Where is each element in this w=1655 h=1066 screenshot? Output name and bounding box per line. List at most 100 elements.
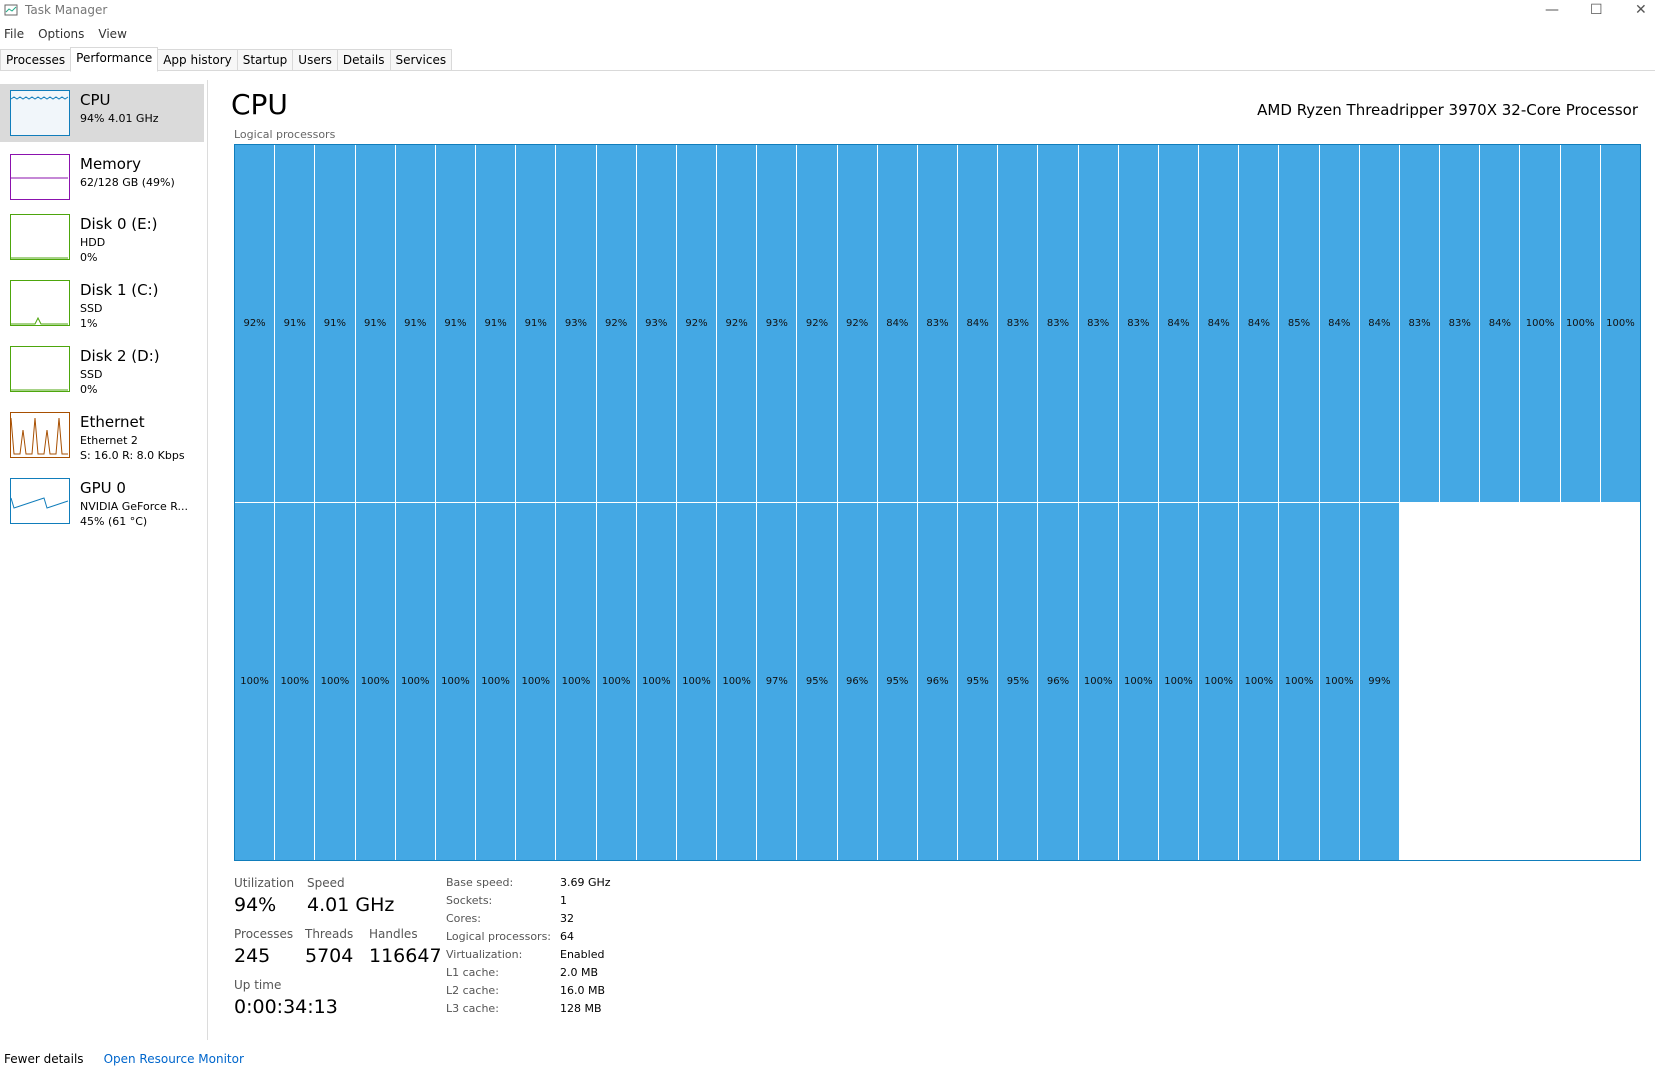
thumbnail-graph [10, 346, 70, 392]
processor-name: AMD Ryzen Threadripper 3970X 32-Core Pro… [1257, 101, 1638, 119]
cpu-tile: 100% [1199, 503, 1239, 860]
cpu-tile: 84% [1359, 145, 1399, 502]
cpu-tile: 91% [275, 145, 315, 502]
cpu-tile: 84% [1199, 145, 1239, 502]
cpu-tile: 100% [1560, 145, 1600, 502]
sidebar-detail: 62/128 GB (49%) [80, 176, 175, 189]
tab[interactable]: Details [336, 49, 391, 70]
cpu-tile: 100% [1239, 503, 1279, 860]
close-button[interactable]: ✕ [1635, 2, 1647, 18]
sidebar-detail: SSD [80, 302, 103, 315]
cpu-tile: 100% [556, 503, 596, 860]
sidebar-item[interactable]: Disk 0 (E:) HDD 0% [0, 208, 204, 266]
cpu-tile: 91% [395, 145, 435, 502]
sidebar-item[interactable]: GPU 0 NVIDIA GeForce R... 45% (61 °C) [0, 472, 204, 530]
cpu-tile: 100% [717, 503, 757, 860]
cpu-tile: 100% [1520, 145, 1560, 502]
cpu-tile: 85% [1279, 145, 1319, 502]
cpu-tile: 100% [676, 503, 717, 860]
tab[interactable]: Users [292, 49, 338, 70]
resource-monitor-link[interactable]: Open Resource Monitor [103, 1052, 244, 1066]
thumbnail-graph [10, 214, 70, 260]
cpu-tile: 100% [1279, 503, 1319, 860]
maximize-button[interactable]: ☐ [1590, 2, 1603, 18]
cpu-tile: 83% [1038, 145, 1078, 502]
minimize-button[interactable]: — [1545, 2, 1559, 18]
cpu-tile: 91% [355, 145, 395, 502]
page-title: CPU [231, 88, 288, 121]
sidebar-item[interactable]: Disk 2 (D:) SSD 0% [0, 340, 204, 398]
cpu-tile: 96% [1038, 503, 1078, 860]
detail-label: Virtualization: [446, 948, 523, 961]
tab[interactable]: Startup [236, 49, 294, 70]
tab[interactable]: Performance [70, 47, 159, 72]
sidebar-detail: NVIDIA GeForce R... [80, 500, 189, 513]
detail-value: 64 [560, 930, 574, 943]
cpu-tile: 100% [275, 503, 315, 860]
cpu-tile: 91% [315, 145, 355, 502]
stat-value: 116647 [369, 945, 442, 967]
menu-item[interactable]: File [4, 27, 25, 41]
sidebar-detail: 45% (61 °C) [80, 515, 148, 528]
stat-value: 5704 [305, 945, 354, 967]
cpu-tile: 100% [636, 503, 676, 860]
fewer-details[interactable]: Fewer details [4, 1052, 84, 1066]
cpu-tile: 92% [596, 145, 636, 502]
cpu-tile: 84% [1319, 145, 1359, 502]
sidebar-detail: 94% 4.01 GHz [80, 112, 159, 125]
sidebar-detail: 0% [80, 251, 98, 264]
stat-value: 4.01 GHz [307, 894, 395, 916]
cpu-tile: 100% [1600, 145, 1640, 502]
cpu-tile: 100% [355, 503, 395, 860]
sidebar-item[interactable]: Ethernet Ethernet 2 S: 16.0 R: 8.0 Kbps [0, 406, 204, 464]
detail-label: L2 cache: [446, 984, 499, 997]
detail-value: 3.69 GHz [560, 876, 611, 889]
sidebar-detail: 1% [80, 317, 98, 330]
sidebar-name: CPU [80, 91, 111, 109]
sidebar-item[interactable]: Memory 62/128 GB (49%) [0, 148, 204, 206]
cpu-tile: 96% [917, 503, 958, 860]
stat-label: Up time [234, 978, 282, 992]
cpu-tile: 91% [516, 145, 556, 502]
stat-value: 94% [234, 894, 277, 916]
detail-value: 1 [560, 894, 567, 907]
sidebar-detail: HDD [80, 236, 106, 249]
footer: Fewer details Open Resource Monitor [4, 1052, 244, 1066]
tab[interactable]: Services [389, 49, 453, 70]
cpu-tile: 92% [797, 145, 837, 502]
cpu-tile: 84% [877, 145, 917, 502]
cpu-tile: 83% [1078, 145, 1118, 502]
sidebar-detail: 0% [80, 383, 98, 396]
detail-value: 2.0 MB [560, 966, 599, 979]
stat-label: Processes [234, 927, 294, 941]
cpu-tile: 83% [1440, 145, 1480, 502]
thumbnail-graph [10, 412, 70, 458]
stat-label: Utilization [234, 876, 295, 890]
sidebar-item[interactable]: Disk 1 (C:) SSD 1% [0, 274, 204, 332]
app-icon [4, 4, 18, 16]
tab[interactable]: App history [157, 49, 238, 70]
sidebar-item[interactable]: CPU 94% 4.01 GHz [0, 84, 204, 142]
sidebar-name: Ethernet [80, 413, 145, 431]
menu-bar: File Options View [4, 27, 127, 41]
title-bar: Task Manager — ☐ ✕ [0, 0, 1655, 22]
sidebar-detail: S: 16.0 R: 8.0 Kbps [80, 449, 185, 462]
cpu-tile: 99% [1359, 503, 1399, 860]
cpu-tile: 100% [395, 503, 435, 860]
thumbnail-graph [10, 154, 70, 200]
cpu-tile: 83% [998, 145, 1038, 502]
menu-item[interactable]: Options [38, 27, 85, 41]
cpu-tile: 100% [235, 503, 275, 860]
cpu-tile: 92% [717, 145, 757, 502]
cpu-tile: 100% [516, 503, 556, 860]
cpu-tile: 84% [958, 145, 998, 502]
cpu-tile: 93% [556, 145, 596, 502]
tab[interactable]: Processes [0, 49, 72, 70]
cpu-tile: 95% [958, 503, 998, 860]
cpu-tile: 100% [1078, 503, 1118, 860]
menu-item[interactable]: View [98, 27, 127, 41]
detail-value: Enabled [560, 948, 605, 961]
detail-label: Base speed: [446, 876, 514, 889]
detail-label: Cores: [446, 912, 481, 925]
cpu-tile: 84% [1480, 145, 1520, 502]
